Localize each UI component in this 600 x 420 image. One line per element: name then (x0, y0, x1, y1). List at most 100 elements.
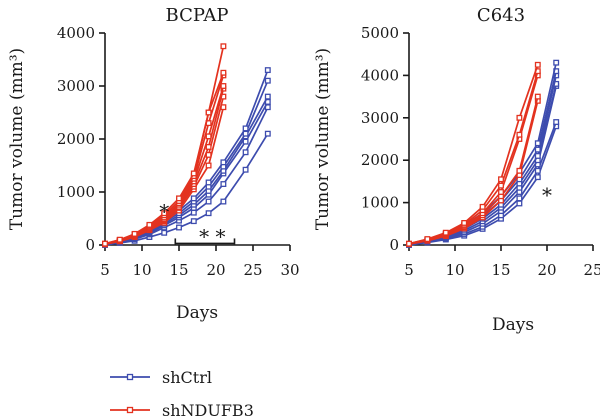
x-axis-label: Days (492, 315, 534, 335)
series-shNDUFB3-10 (406, 72, 541, 247)
data-point (102, 240, 108, 247)
x-tick-label: 5 (404, 261, 414, 279)
data-point (205, 162, 212, 169)
series-line (408, 70, 539, 245)
data-point (264, 93, 271, 100)
data-point (534, 167, 541, 174)
data-point (479, 203, 486, 210)
data-point (242, 166, 249, 173)
x-tick-label: 30 (280, 261, 299, 279)
legend-label: shNDUFB3 (162, 401, 254, 420)
data-point (534, 61, 541, 68)
significance-marker: * (159, 200, 169, 224)
data-point (516, 131, 523, 138)
data-point (190, 209, 197, 216)
data-point (442, 229, 449, 236)
data-point (242, 138, 249, 145)
axes: 0 1000 2000 3000 4000 5000 5 10 15 20 25 (361, 24, 600, 279)
data-point (116, 236, 123, 243)
data-point (220, 181, 227, 187)
series-shNDUFB3-13 (102, 43, 227, 247)
data-point (534, 153, 541, 159)
data-point (516, 195, 523, 202)
data-point (220, 198, 227, 205)
data-point (242, 125, 249, 132)
chart-c643: C643 0 1000 2000 3000 4000 5000 5 10 15 20 25 Days Tu… (313, 5, 600, 335)
data-point (190, 218, 197, 225)
data-point (190, 195, 197, 202)
data-point (424, 236, 431, 243)
legend-label: shCtrl (162, 368, 212, 387)
legend: shCtrl shNDUFB3 (110, 368, 254, 420)
chart-title: C643 (477, 5, 525, 26)
data-point (242, 149, 249, 156)
data-point (205, 133, 212, 140)
data-point (220, 69, 227, 76)
y-tick-label: 3000 (361, 109, 399, 127)
data-point (553, 59, 560, 66)
y-tick-label: 4000 (361, 66, 399, 84)
significance-marker: * * (199, 224, 225, 248)
data-point (205, 143, 212, 150)
data-point (220, 159, 227, 166)
series-line (408, 64, 539, 245)
data-point (220, 43, 227, 50)
y-tick-label: 2000 (57, 130, 95, 148)
x-tick-label: 20 (537, 261, 556, 279)
x-tick-label: 10 (445, 261, 464, 279)
data-point (516, 114, 523, 121)
x-tick-label: 25 (583, 261, 600, 279)
legend-marker (126, 406, 134, 414)
legend-item-shNDUFB3: shNDUFB3 (110, 401, 254, 420)
data-point (534, 146, 541, 153)
data-point (516, 200, 523, 207)
series-line (408, 75, 539, 245)
y-axis-label: Tumor volume (mm³) (7, 48, 27, 230)
data-point (190, 170, 197, 177)
y-tick-label: 2000 (361, 151, 399, 169)
series-line (104, 80, 269, 246)
x-axis-label: Days (176, 303, 218, 323)
data-point (264, 77, 271, 84)
data-point (534, 140, 541, 147)
y-tick-label: 5000 (361, 24, 399, 42)
data-point (406, 240, 412, 247)
data-point (161, 210, 168, 217)
data-point (461, 220, 468, 226)
chart-title: BCPAP (166, 5, 229, 26)
legend-marker (126, 373, 134, 381)
data-point (146, 221, 153, 228)
data-point (242, 130, 249, 137)
x-tick-label: 10 (132, 261, 151, 279)
data-point (516, 167, 523, 174)
y-tick-label: 1000 (57, 183, 95, 201)
axes: 0 1000 2000 3000 4000 5 10 15 20 25 30 (57, 24, 300, 279)
data-point (205, 109, 212, 116)
data-point (534, 93, 541, 100)
x-tick-label: 20 (206, 261, 225, 279)
y-axis-label: Tumor volume (mm³) (313, 48, 333, 230)
data-point (553, 119, 560, 125)
series-shCtrl-5 (102, 77, 271, 248)
data-point (498, 189, 504, 195)
data-point (205, 210, 212, 217)
data-point (176, 224, 182, 231)
series-line (104, 69, 269, 246)
series-shNDUFB3-12 (406, 61, 541, 247)
y-tick-label: 1000 (361, 194, 399, 212)
data-point (205, 179, 212, 186)
data-point (534, 174, 541, 181)
data-point (205, 151, 212, 158)
data-point (176, 195, 182, 202)
y-tick-label: 0 (85, 236, 95, 254)
significance-marker: * (542, 183, 552, 207)
y-tick-label: 0 (389, 236, 399, 254)
x-tick-label: 15 (169, 261, 188, 279)
y-tick-label: 3000 (57, 77, 95, 95)
x-tick-label: 5 (100, 261, 110, 279)
data-point (498, 182, 504, 189)
legend-item-shCtrl: shCtrl (110, 368, 212, 387)
series-shCtrl-2 (406, 119, 560, 248)
data-point (205, 198, 212, 205)
